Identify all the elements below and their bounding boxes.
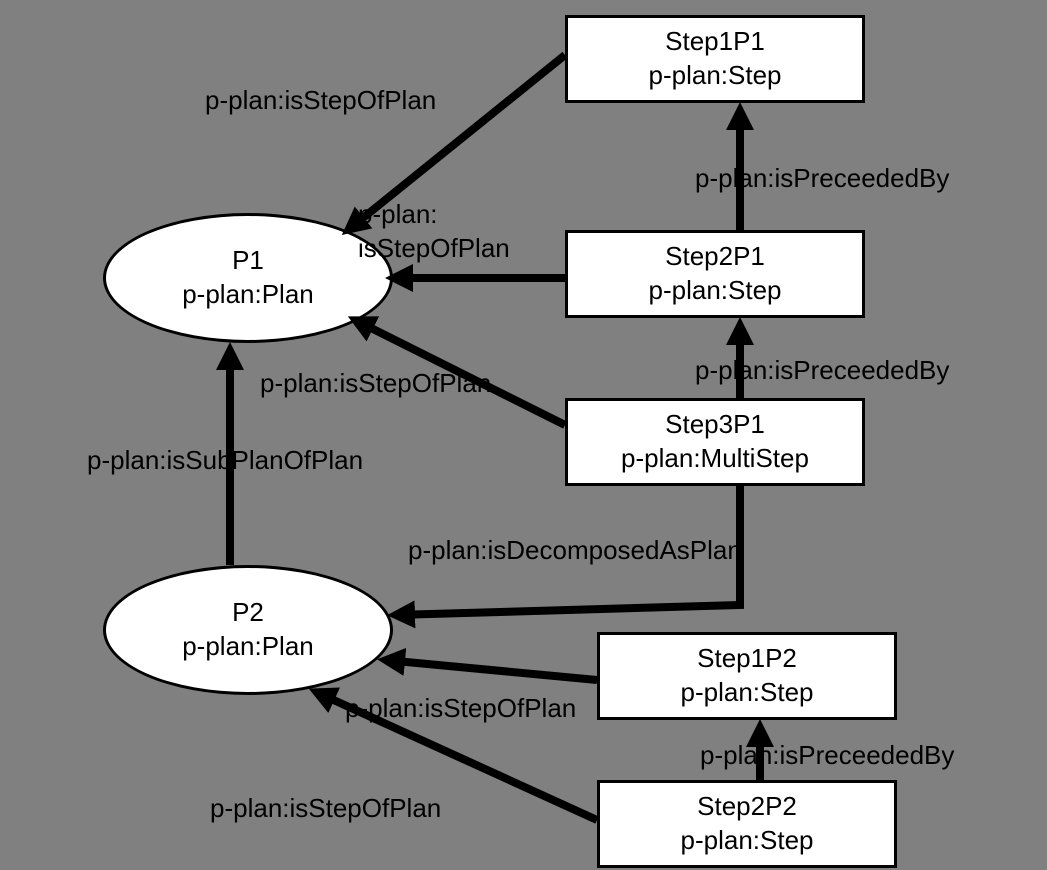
edge-label-step3p1-to-p2: p-plan:isDecomposedAsPlan (408, 535, 742, 566)
node-step1p1-line1: Step1P1 (665, 25, 765, 59)
node-step2p1-line2: p-plan:Step (649, 274, 782, 308)
node-p1-line1: P1 (232, 244, 264, 278)
diagram-container: P1 p-plan:Plan P2 p-plan:Plan Step1P1 p-… (0, 0, 1047, 870)
node-step2p2-line1: Step2P2 (697, 790, 797, 824)
node-step2p1-line1: Step2P1 (665, 240, 765, 274)
edge-label-step2p1-to-p1-part1: p-plan: (358, 199, 438, 229)
node-p1: P1 p-plan:Plan (103, 213, 393, 343)
edge-label-step2p1-to-p1-part2: isStepOfPlan (358, 233, 510, 263)
node-step1p1: Step1P1 p-plan:Step (565, 15, 865, 103)
edge-label-step1p1-to-p1: p-plan:isStepOfPlan (205, 85, 436, 116)
node-step3p1: Step3P1 p-plan:MultiStep (565, 398, 865, 486)
node-step3p1-line1: Step3P1 (665, 408, 765, 442)
node-p2: P2 p-plan:Plan (103, 565, 393, 695)
node-step1p2-line1: Step1P2 (697, 642, 797, 676)
node-p2-line2: p-plan:Plan (182, 630, 314, 664)
node-step2p2: Step2P2 p-plan:Step (597, 780, 897, 868)
edge-label-p2-to-p1: p-plan:isSubPlanOfPlan (87, 445, 363, 476)
node-step1p2-line2: p-plan:Step (681, 676, 814, 710)
edge-label-step2p1-to-p1: p-plan: isStepOfPlan (358, 198, 510, 266)
node-step1p1-line2: p-plan:Step (649, 59, 782, 93)
node-step3p1-line2: p-plan:MultiStep (621, 442, 809, 476)
node-step2p2-line2: p-plan:Step (681, 824, 814, 858)
edge-step1p2-to-p2 (385, 660, 597, 680)
edge-label-step1p2-to-p2: p-plan:isStepOfPlan (345, 693, 576, 724)
node-step2p1: Step2P1 p-plan:Step (565, 230, 865, 318)
edge-label-step2p2-to-step1p2: p-plan:isPreceededBy (700, 740, 954, 771)
edge-label-step3p1-to-p1: p-plan:isStepOfPlan (260, 368, 491, 399)
node-step1p2: Step1P2 p-plan:Step (597, 632, 897, 720)
node-p1-line2: p-plan:Plan (182, 278, 314, 312)
edge-label-step2p1-to-step1p1: p-plan:isPreceededBy (695, 163, 949, 194)
node-p2-line1: P2 (232, 596, 264, 630)
edge-label-step2p2-to-p2: p-plan:isStepOfPlan (210, 793, 441, 824)
edge-label-step3p1-to-step2p1: p-plan:isPreceededBy (695, 355, 949, 386)
